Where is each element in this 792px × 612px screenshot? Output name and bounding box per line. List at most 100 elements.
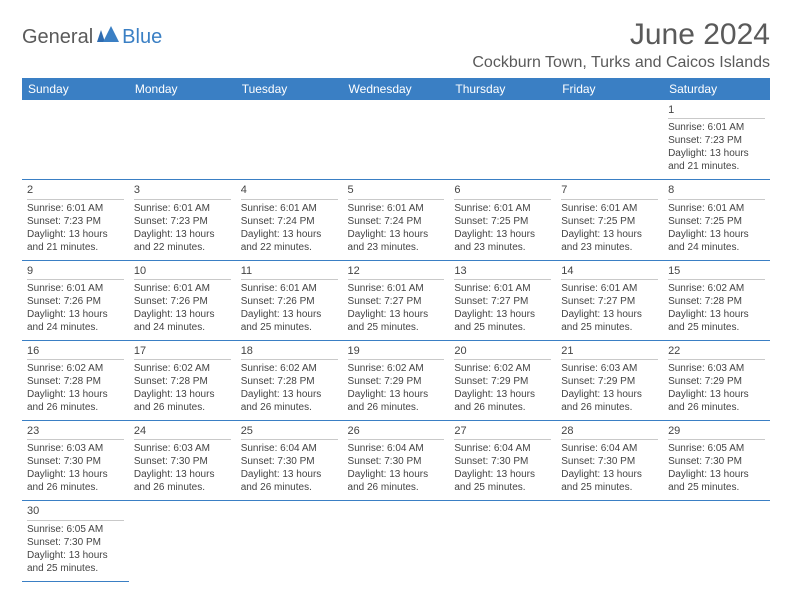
logo: General Blue	[22, 18, 162, 49]
sunset-label: Sunset:	[134, 216, 168, 227]
daylight-label: Daylight:	[241, 309, 280, 320]
sunrise-label: Sunrise:	[454, 363, 491, 374]
daylight-label: Daylight:	[348, 469, 387, 480]
sunrise-value: 6:04 AM	[280, 443, 317, 454]
sunset-value: 7:24 PM	[384, 216, 421, 227]
sunset-line: Sunset: 7:28 PM	[134, 375, 231, 388]
daylight-label: Daylight:	[241, 229, 280, 240]
flag-icon	[97, 26, 119, 49]
sunset-value: 7:27 PM	[598, 296, 635, 307]
sunset-label: Sunset:	[27, 216, 61, 227]
calendar-cell	[449, 100, 556, 180]
daylight-line: Daylight: 13 hours and 26 minutes.	[27, 468, 124, 494]
daylight-line: Daylight: 13 hours and 25 minutes.	[561, 468, 658, 494]
sunrise-label: Sunrise:	[27, 443, 64, 454]
sunrise-label: Sunrise:	[348, 283, 385, 294]
sunrise-label: Sunrise:	[561, 283, 598, 294]
calendar-table: SundayMondayTuesdayWednesdayThursdayFrid…	[22, 78, 770, 582]
daylight-label: Daylight:	[454, 229, 493, 240]
sunrise-value: 6:01 AM	[601, 283, 638, 294]
header: General Blue June 2024 Cockburn Town, Tu…	[22, 18, 770, 72]
sunrise-label: Sunrise:	[668, 283, 705, 294]
daylight-label: Daylight:	[454, 389, 493, 400]
sunset-value: 7:28 PM	[64, 376, 101, 387]
sunset-value: 7:26 PM	[64, 296, 101, 307]
sunrise-value: 6:01 AM	[173, 283, 210, 294]
sunrise-line: Sunrise: 6:01 AM	[561, 202, 658, 215]
sunrise-line: Sunrise: 6:02 AM	[27, 362, 124, 375]
day-number: 15	[668, 264, 765, 280]
daylight-line: Daylight: 13 hours and 26 minutes.	[134, 468, 231, 494]
calendar-cell: 7Sunrise: 6:01 AMSunset: 7:25 PMDaylight…	[556, 180, 663, 260]
sunset-label: Sunset:	[668, 456, 702, 467]
sunrise-value: 6:02 AM	[708, 283, 745, 294]
day-number: 2	[27, 183, 124, 199]
calendar-cell: 25Sunrise: 6:04 AMSunset: 7:30 PMDayligh…	[236, 421, 343, 501]
sunrise-value: 6:01 AM	[387, 203, 424, 214]
sunset-line: Sunset: 7:23 PM	[134, 215, 231, 228]
sunrise-label: Sunrise:	[134, 203, 171, 214]
calendar-cell: 28Sunrise: 6:04 AMSunset: 7:30 PMDayligh…	[556, 421, 663, 501]
day-number: 1	[668, 103, 765, 119]
sunset-line: Sunset: 7:30 PM	[668, 455, 765, 468]
calendar-cell: 23Sunrise: 6:03 AMSunset: 7:30 PMDayligh…	[22, 421, 129, 501]
page-title: June 2024	[472, 18, 770, 52]
daylight-label: Daylight:	[27, 469, 66, 480]
sunrise-label: Sunrise:	[668, 443, 705, 454]
sunrise-value: 6:04 AM	[601, 443, 638, 454]
daylight-line: Daylight: 13 hours and 26 minutes.	[134, 388, 231, 414]
sunset-label: Sunset:	[27, 376, 61, 387]
sunrise-line: Sunrise: 6:04 AM	[454, 442, 551, 455]
sunrise-line: Sunrise: 6:02 AM	[454, 362, 551, 375]
daylight-line: Daylight: 13 hours and 24 minutes.	[134, 308, 231, 334]
sunset-value: 7:28 PM	[705, 296, 742, 307]
sunrise-value: 6:03 AM	[66, 443, 103, 454]
daylight-label: Daylight:	[27, 550, 66, 561]
weekday-header: Saturday	[663, 78, 770, 100]
sunrise-value: 6:01 AM	[280, 203, 317, 214]
sunrise-line: Sunrise: 6:01 AM	[668, 121, 765, 134]
weekday-header: Tuesday	[236, 78, 343, 100]
sunset-label: Sunset:	[454, 456, 488, 467]
daylight-label: Daylight:	[668, 229, 707, 240]
sunset-line: Sunset: 7:29 PM	[668, 375, 765, 388]
daylight-label: Daylight:	[668, 309, 707, 320]
sunrise-value: 6:02 AM	[173, 363, 210, 374]
sunrise-label: Sunrise:	[561, 363, 598, 374]
sunrise-value: 6:01 AM	[387, 283, 424, 294]
daylight-line: Daylight: 13 hours and 25 minutes.	[27, 549, 124, 575]
daylight-label: Daylight:	[454, 469, 493, 480]
daylight-label: Daylight:	[27, 229, 66, 240]
sunset-line: Sunset: 7:25 PM	[561, 215, 658, 228]
daylight-label: Daylight:	[668, 389, 707, 400]
sunset-label: Sunset:	[27, 537, 61, 548]
weekday-header: Thursday	[449, 78, 556, 100]
sunset-line: Sunset: 7:27 PM	[454, 295, 551, 308]
sunset-value: 7:26 PM	[171, 296, 208, 307]
sunrise-line: Sunrise: 6:01 AM	[668, 202, 765, 215]
sunset-label: Sunset:	[27, 296, 61, 307]
calendar-cell: 18Sunrise: 6:02 AMSunset: 7:28 PMDayligh…	[236, 340, 343, 420]
sunrise-line: Sunrise: 6:03 AM	[134, 442, 231, 455]
calendar-cell: 16Sunrise: 6:02 AMSunset: 7:28 PMDayligh…	[22, 340, 129, 420]
sunset-value: 7:24 PM	[277, 216, 314, 227]
sunset-line: Sunset: 7:28 PM	[241, 375, 338, 388]
calendar-cell: 15Sunrise: 6:02 AMSunset: 7:28 PMDayligh…	[663, 260, 770, 340]
day-number: 14	[561, 264, 658, 280]
daylight-line: Daylight: 13 hours and 25 minutes.	[668, 468, 765, 494]
sunrise-line: Sunrise: 6:01 AM	[27, 282, 124, 295]
calendar-header-row: SundayMondayTuesdayWednesdayThursdayFrid…	[22, 78, 770, 100]
day-number: 9	[27, 264, 124, 280]
calendar-cell	[556, 501, 663, 581]
sunset-line: Sunset: 7:29 PM	[561, 375, 658, 388]
sunset-value: 7:29 PM	[705, 376, 742, 387]
daylight-label: Daylight:	[134, 469, 173, 480]
sunset-value: 7:29 PM	[491, 376, 528, 387]
sunrise-label: Sunrise:	[241, 363, 278, 374]
sunrise-line: Sunrise: 6:01 AM	[27, 202, 124, 215]
calendar-cell	[22, 100, 129, 180]
sunrise-value: 6:05 AM	[66, 524, 103, 535]
sunset-label: Sunset:	[668, 216, 702, 227]
sunset-value: 7:30 PM	[384, 456, 421, 467]
calendar-cell	[236, 100, 343, 180]
